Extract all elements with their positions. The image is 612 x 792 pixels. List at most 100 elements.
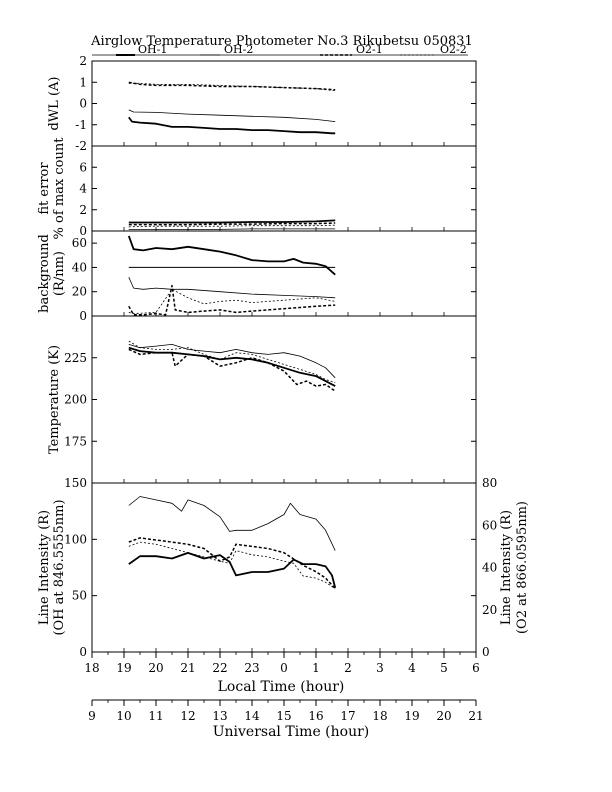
ytick-label-fit: 2 [79,203,87,217]
panel-frame-bg [91,230,477,317]
series-oh-2-int [128,496,336,551]
lt-ticks-label: 3 [376,661,384,675]
panel-frame-fit [91,145,477,232]
legend: OH-1 OH-2 O2-1 O2-2 [92,43,468,56]
ylabel-fit: fit error [37,162,52,215]
ytick-label-right-int: 20 [482,603,497,617]
ytick-label-bg: 20 [72,285,87,299]
lt-ticks-label: 22 [212,661,227,675]
ytick-label-right-int: 60 [482,518,497,532]
series-o2-2-dwl [128,82,336,92]
ylabel2-int: (OH at 846.5555nm) [52,499,67,635]
series-o2-1-int [128,537,336,590]
ytick-label-right-int: 40 [482,561,497,575]
lt-ticks-label: 21 [180,661,195,675]
legend-item-o2-1: O2-1 [356,43,383,56]
series-oh-1-dwl [128,116,336,135]
series-o2-1-dwl [128,81,336,91]
ytick-label-right-int: 0 [482,645,490,659]
universal-time-axis: 9 10 11 12 13 14 15 16 17 18 19 20 21 Universal Time… [88,699,484,740]
ylabel-int: Line Intensity (R) [37,510,52,625]
ut-ticks-label: 21 [468,709,483,723]
ylabel-dwl: dWL (A) [47,77,62,131]
lt-ticks-label: 0 [280,661,288,675]
ytick-label-dwl: -1 [75,118,87,132]
chart-title: Airglow Temperature Photometer No.3 Riku… [90,34,473,49]
series-oh-2-bg [128,276,336,299]
ylabel-bg: background [37,234,52,313]
ytick-label-fit: 6 [79,160,87,174]
panel-frame-temp [91,315,477,484]
series-o2-2-bg [128,288,336,315]
ut-ticks-label: 13 [212,709,227,723]
series-o2-1-temp [128,348,336,392]
ytick-label-bg: 60 [72,236,87,250]
series-o2-2-int [128,541,336,589]
legend-item-oh1: OH-1 [116,43,167,56]
ut-ticks-label: 19 [404,709,419,723]
legend-label-oh1: OH-1 [138,43,167,56]
ut-ticks-label: 14 [244,709,260,723]
ytick-label-fit: 0 [79,224,87,238]
series-o2-2-temp [128,340,336,384]
series-oh-1-int [128,552,337,589]
series-o2-2-fit [128,224,336,228]
series-o2-1-fit [128,222,336,226]
ut-ticks-label: 12 [180,709,195,723]
series-oh-2-temp [128,343,336,379]
legend-label-oh2: OH-2 [224,43,253,56]
ytick-label-temp: 225 [64,351,87,365]
ytick-label-int: 0 [79,645,87,659]
series-oh-2-fit [128,228,336,230]
series-o2-1-bg [128,284,336,316]
legend-label-o2-1: O2-1 [356,43,383,56]
lt-ticks-label: 23 [244,661,259,675]
lt-ticks-label: 4 [408,661,416,675]
ytick-label-int: 100 [64,532,87,546]
panel-fit: 6 4 2 0 fit error% of max count [37,137,477,240]
ytick-label-int: 150 [64,476,87,490]
legend-label-o2-2: O2-2 [440,43,467,56]
legend-item-o2-2: O2-2 [440,43,467,56]
panel-dwl: 2 1 0 -1 -2 dWL (A) [47,54,477,153]
series-oh-1-fit [128,219,336,224]
ut-ticks-label: 16 [308,709,323,723]
panel-frame-dwl [91,60,477,147]
ut-ticks-label: 20 [436,709,451,723]
ylabel-temp: Temperature (K) [47,345,62,454]
lt-ticks-label: 2 [344,661,352,675]
ytick-label-temp: 200 [64,393,87,407]
ut-ticks-label: 17 [340,709,355,723]
ylabel2-bg: (R/nm) [52,251,67,296]
ytick-label-dwl: 1 [79,75,87,89]
lt-ticks-label: 18 [84,661,99,675]
ytick-label-bg: 40 [72,260,87,274]
universal-time-label: Universal Time (hour) [213,724,370,740]
ylabel-right-int: Line Intensity (R) [499,510,514,625]
ytick-label-dwl: 2 [79,54,87,68]
lt-ticks-label: 5 [440,661,448,675]
ytick-label-fit: 4 [79,182,87,196]
ut-ticks-label: 11 [148,709,163,723]
ylabel-right2-int: (O2 at 866.0595nm) [515,501,530,634]
lt-ticks-label: 19 [116,661,131,675]
series-oh-1-temp [128,346,336,387]
ytick-label-bg: 0 [79,309,87,323]
ylabel2-fit: % of max count [52,137,67,240]
ut-ticks-label: 9 [88,709,96,723]
lt-ticks-label: 20 [148,661,163,675]
panel-bg: 60 40 20 0 background (R/nm) [37,230,477,323]
ut-ticks-label: 15 [276,709,291,723]
ut-ticks-label: 18 [372,709,387,723]
lt-ticks-label: 6 [472,661,480,675]
universal-time-ticks: 9 10 11 12 13 14 15 16 17 18 19 20 21 [88,700,484,723]
legend-item-oh2: OH-2 [224,43,253,56]
local-time-label: Local Time (hour) [218,679,345,695]
lt-ticks-label: 1 [312,661,320,675]
ytick-label-int: 50 [72,589,87,603]
ut-ticks-label: 10 [116,709,131,723]
local-time-ticks: 18 19 20 21 22 23 0 1 2 3 4 5 6 [84,652,480,675]
